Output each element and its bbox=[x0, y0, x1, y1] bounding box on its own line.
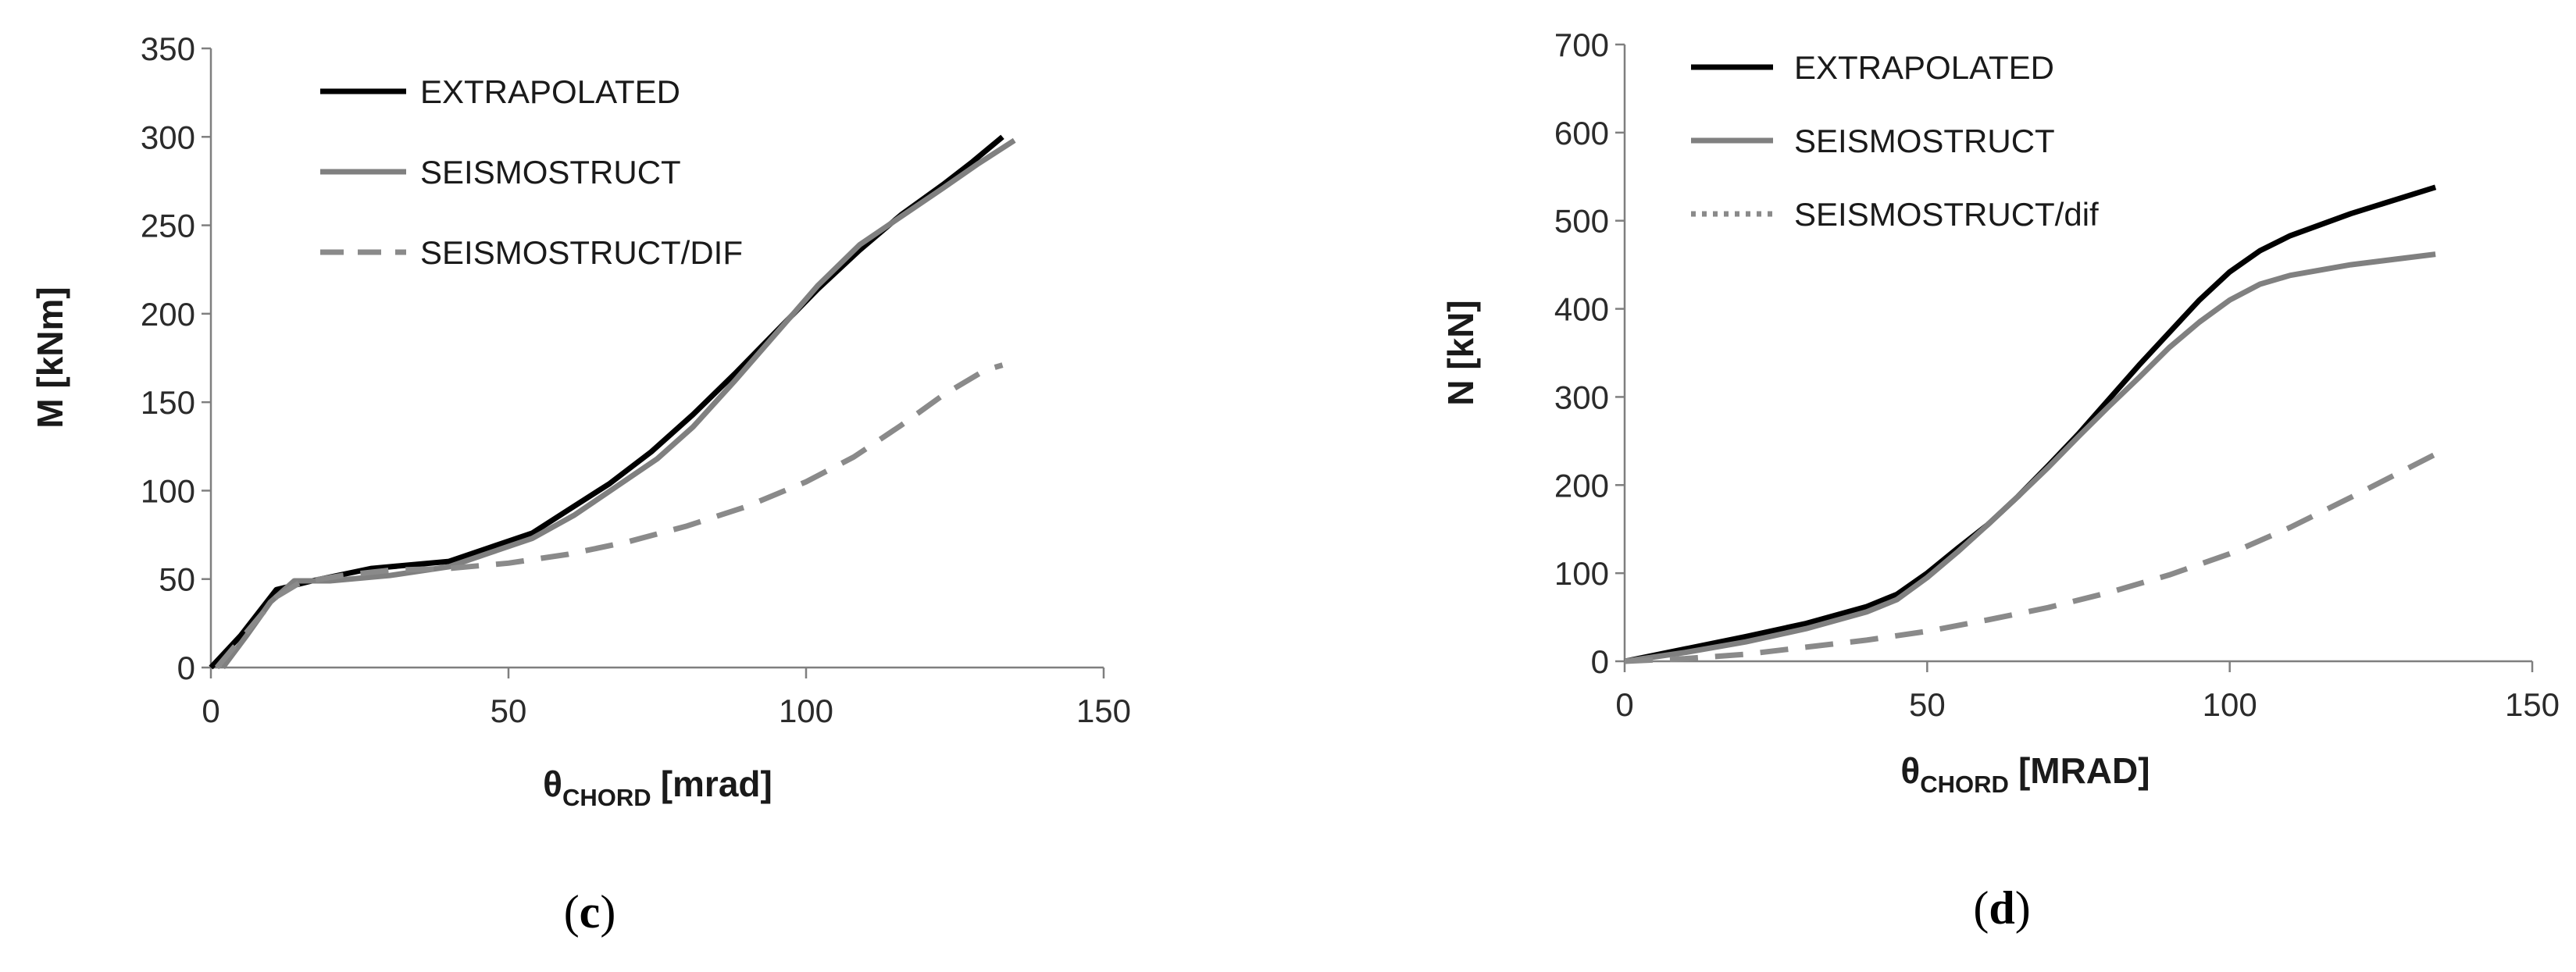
series-line-seismostruct-dif bbox=[214, 362, 1004, 670]
panel-label-open-paren: ( bbox=[1973, 882, 1989, 934]
y-tick-label: 250 bbox=[141, 208, 195, 244]
y-tick-label: 300 bbox=[141, 119, 195, 155]
legend-label: EXTRAPOLATED bbox=[420, 73, 680, 110]
panel-label-letter: d bbox=[1989, 882, 2014, 934]
y-axis-title: M [kNm] bbox=[30, 287, 70, 428]
x-tick-label: 0 bbox=[1615, 686, 1633, 723]
x-axis-title: θCHORD [mrad] bbox=[543, 764, 772, 811]
x-axis-title: θCHORD [MRAD] bbox=[1900, 750, 2150, 798]
legend-label: SEISMOSTRUCT bbox=[1794, 123, 2055, 159]
x-tick-label: 100 bbox=[779, 693, 833, 729]
y-tick-label: 50 bbox=[159, 561, 195, 598]
series-line-seismostruct bbox=[220, 137, 1016, 670]
legend-label: SEISMOSTRUCT/DIF bbox=[420, 234, 743, 271]
y-tick-label: 200 bbox=[141, 296, 195, 333]
x-tick-label: 150 bbox=[2505, 686, 2560, 723]
legend-label: SEISMOSTRUCT bbox=[420, 154, 681, 190]
y-tick-label: 0 bbox=[1591, 643, 1609, 680]
y-tick-label: 300 bbox=[1554, 379, 1609, 415]
x-tick-label: 50 bbox=[1909, 686, 1946, 723]
legend-label: EXTRAPOLATED bbox=[1794, 49, 2054, 86]
y-tick-label: 400 bbox=[1554, 291, 1609, 328]
chart-panel-c: 0 50 100 150 200 250 300 350 0 50 100 150 EXTRAPOLAT… bbox=[30, 30, 1131, 938]
x-tick-label: 0 bbox=[202, 693, 219, 729]
x-axis-title-symbol: θ bbox=[543, 764, 562, 804]
series-line-extrapolated bbox=[1624, 184, 2437, 664]
x-axis-title-symbol: θ bbox=[1900, 750, 1920, 791]
x-axis-title-subscript: CHORD bbox=[1920, 771, 2009, 798]
legend-label: SEISMOSTRUCT/dif bbox=[1794, 196, 2099, 233]
y-tick-label: 200 bbox=[1554, 467, 1609, 504]
y-tick-label: 0 bbox=[177, 650, 195, 686]
y-tick-label: 150 bbox=[141, 384, 195, 421]
panel-label-close-paren: ) bbox=[2015, 882, 2031, 934]
y-tick-label: 500 bbox=[1554, 203, 1609, 240]
y-tick-label: 600 bbox=[1554, 115, 1609, 151]
panel-label: (d) bbox=[1973, 882, 2030, 934]
x-tick-label: 150 bbox=[1076, 693, 1131, 729]
x-tick-label: 100 bbox=[2203, 686, 2257, 723]
panel-label-close-paren: ) bbox=[600, 886, 615, 938]
y-tick-label: 100 bbox=[141, 472, 195, 509]
panel-label-letter: c bbox=[580, 886, 601, 938]
panel-label: (c) bbox=[564, 886, 616, 938]
series-line-extrapolated bbox=[209, 134, 1004, 670]
y-tick-label: 700 bbox=[1554, 27, 1609, 63]
x-axis-title-subscript: CHORD bbox=[562, 784, 651, 811]
y-tick-label: 350 bbox=[141, 30, 195, 67]
panel-label-open-paren: ( bbox=[564, 886, 580, 938]
chart-panel-d: 0 100 200 300 400 500 600 700 0 50 100 150 EXTRAPOLA… bbox=[1440, 27, 2560, 934]
series-line-seismostruct bbox=[1624, 251, 2436, 664]
y-axis-title: N [kN] bbox=[1440, 300, 1481, 405]
x-tick-label: 50 bbox=[491, 693, 527, 729]
y-tick-label: 100 bbox=[1554, 555, 1609, 592]
x-axis-title-unit: [MRAD] bbox=[2018, 750, 2150, 791]
x-axis-title-unit: [mrad] bbox=[661, 764, 772, 804]
